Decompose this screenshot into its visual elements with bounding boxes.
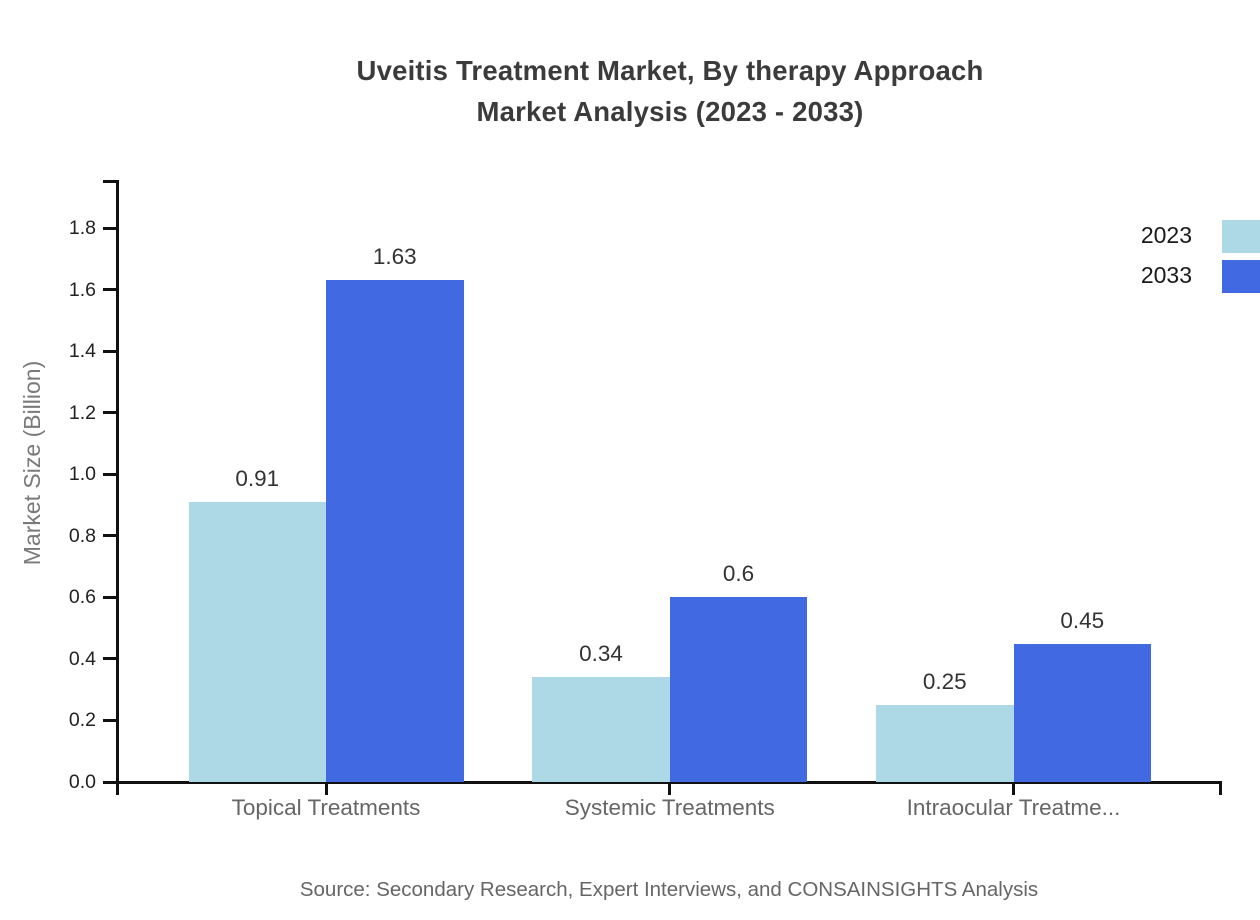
x-axis-line	[114, 780, 1222, 784]
bar-2033	[326, 280, 464, 782]
chart-title-line2: Market Analysis (2023 - 2033)	[476, 96, 864, 127]
bar-2033	[1013, 643, 1151, 782]
y-tick-label: 1.4	[68, 340, 96, 363]
y-tick-mark	[102, 226, 116, 230]
y-tick-mark	[102, 718, 116, 722]
y-tick-label: 1.2	[68, 401, 96, 424]
bar-value-label: 0.45	[1060, 607, 1105, 633]
bar-2023	[876, 705, 1014, 782]
bar-value-label: 0.6	[722, 561, 755, 587]
chart-title: Uveitis Treatment Market, By therapy App…	[80, 50, 1260, 132]
chart-title-line1: Uveitis Treatment Market, By therapy App…	[356, 55, 984, 86]
y-tick-label: 0.2	[68, 709, 96, 732]
bar-2023	[532, 677, 670, 782]
bar-value-label: 0.25	[922, 669, 967, 695]
y-tick-mark	[102, 411, 116, 415]
y-axis-end-cap-tick	[102, 180, 116, 183]
bar-2033	[669, 597, 808, 782]
y-tick-mark	[102, 534, 116, 538]
y-tick-mark	[102, 472, 116, 476]
y-tick-mark	[102, 780, 116, 784]
x-axis-end-cap-tick	[1219, 782, 1222, 795]
legend-item-2033: 2033	[1040, 258, 1260, 298]
y-tick-mark	[102, 349, 116, 353]
legend-swatch-2023	[1222, 220, 1260, 253]
y-tick-label: 1.8	[68, 217, 96, 240]
x-category-label: Topical Treatments	[231, 795, 421, 820]
x-tick-mark	[668, 782, 672, 795]
y-tick-label: 0.4	[68, 647, 96, 670]
y-axis-line	[115, 180, 119, 795]
bar-2023	[188, 501, 326, 782]
bar-value-label: 0.91	[235, 465, 280, 491]
legend-swatch-2033	[1222, 260, 1260, 293]
legend-item-label: 2033	[1140, 262, 1192, 288]
y-tick-mark	[102, 595, 116, 599]
y-tick-label: 1.6	[68, 278, 96, 301]
x-tick-mark	[1012, 782, 1015, 795]
legend-item-label: 2023	[1140, 222, 1192, 248]
x-category-label: Intraocular Treatme...	[906, 795, 1121, 820]
y-tick-mark	[102, 657, 116, 661]
bar-value-label: 1.63	[372, 244, 417, 270]
x-category-label: Systemic Treatments	[564, 795, 775, 820]
legend: 2023 2033	[1040, 218, 1260, 298]
source-attribution: Source: Secondary Research, Expert Inter…	[299, 878, 1039, 901]
y-tick-label: 0.0	[68, 771, 96, 793]
y-tick-label: 1.0	[68, 463, 96, 486]
y-tick-label: 0.8	[68, 524, 96, 547]
x-tick-mark	[324, 782, 328, 795]
bar-value-label: 0.34	[579, 641, 623, 667]
y-tick-label: 0.6	[68, 586, 96, 609]
legend-item-2023: 2023	[1040, 218, 1260, 258]
y-tick-mark	[102, 288, 116, 292]
